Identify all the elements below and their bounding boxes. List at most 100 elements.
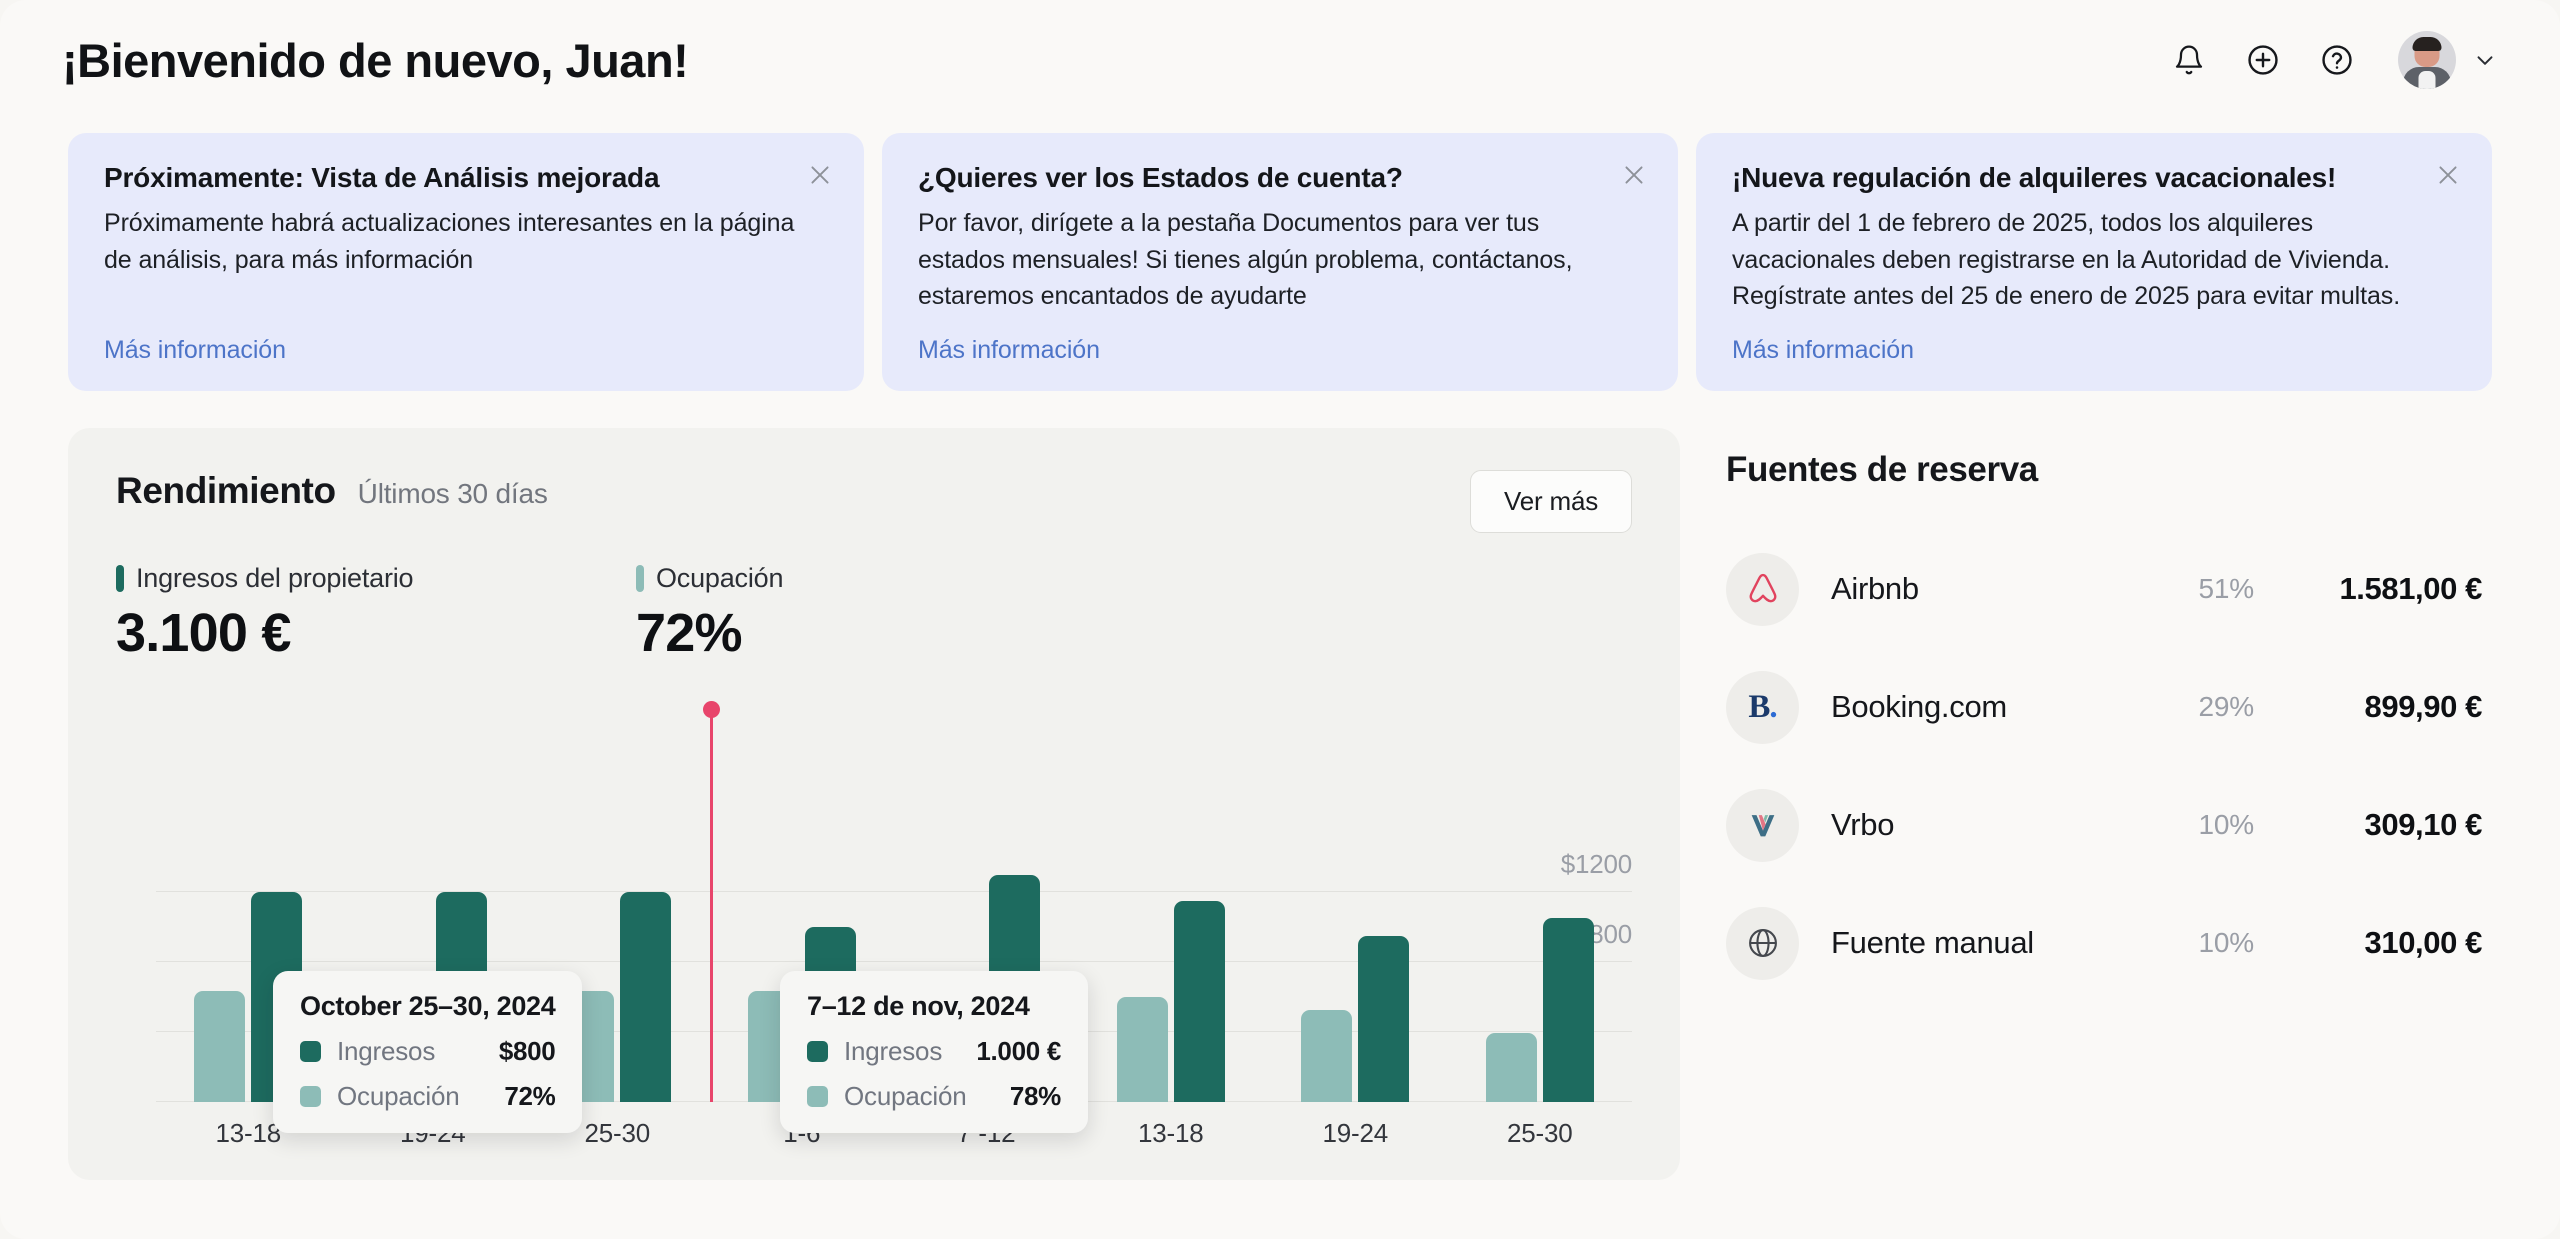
bar-ocupacion[interactable] [1301, 1009, 1353, 1102]
view-more-button[interactable]: Ver más [1470, 470, 1632, 533]
bar-ocupacion[interactable] [1485, 1032, 1537, 1102]
performance-subtitle: Últimos 30 días [357, 478, 548, 509]
list-item[interactable]: Vrbo 10% 309,10 € [1726, 766, 2482, 884]
source-name: Fuente manual [1831, 925, 2034, 960]
banner-card: ¡Nueva regulación de alquileres vacacion… [1696, 133, 2492, 391]
legend-swatch-ingresos [300, 1041, 321, 1062]
bar-ingresos[interactable] [620, 892, 672, 1102]
banner-body: A partir del 1 de febrero de 2025, todos… [1732, 209, 2401, 310]
banner-more-link[interactable]: Más información [1732, 336, 1914, 364]
tooltip-row: Ocupación 78% [807, 1081, 1061, 1112]
chart-y-tick-label: $1200 [1560, 849, 1633, 879]
tooltip-series-name: Ocupación [337, 1081, 460, 1111]
chart-tooltip: October 25–30, 2024 Ingresos $800 Ocupac… [273, 971, 583, 1133]
help-circle-icon[interactable] [2314, 37, 2360, 83]
tooltip-series-value: 1.000 € [976, 1036, 1061, 1066]
bell-icon[interactable] [2166, 37, 2212, 83]
banner-list: Próximamente: Vista de Análisis mejorada… [68, 133, 2492, 391]
bar-group[interactable] [1448, 822, 1633, 1102]
close-icon[interactable] [803, 158, 837, 192]
source-percent: 51% [2198, 573, 2255, 604]
chart-marker-dot [702, 701, 720, 718]
legend-swatch-ocupacion [300, 1086, 321, 1107]
bar-ingresos[interactable] [1358, 935, 1410, 1102]
banner-more-link[interactable]: Más información [918, 336, 1100, 364]
tooltip-series-name: Ingresos [337, 1036, 436, 1066]
avatar-hair [2412, 37, 2442, 51]
chart-x-tick-label: 13-18 [1138, 1118, 1204, 1148]
bar-group[interactable] [1263, 822, 1448, 1102]
chart-gridline [156, 891, 1632, 892]
source-amount: 309,10 € [2364, 807, 2483, 842]
close-icon[interactable] [1617, 158, 1651, 192]
list-item[interactable]: Fuente manual 10% 310,00 € [1726, 884, 2482, 1002]
tooltip-row: Ingresos $800 [300, 1036, 556, 1067]
avatar-shirt [2418, 71, 2436, 89]
airbnb-icon [1726, 552, 1799, 626]
performance-title: Rendimiento [116, 470, 336, 511]
tooltip-series-value: 78% [1009, 1081, 1061, 1111]
tooltip-series-value: $800 [498, 1036, 556, 1066]
performance-header: Rendimiento Últimos 30 días Ver más [116, 470, 1632, 533]
kpi-occupancy: Ocupación 72% [636, 563, 1156, 664]
tooltip-row: Ocupación 72% [300, 1081, 556, 1112]
kpi-revenue: Ingresos del propietario 3.100 € [116, 563, 636, 664]
banner-card: Próximamente: Vista de Análisis mejorada… [68, 133, 864, 391]
chart-x-tick-label: 19-24 [1322, 1118, 1389, 1148]
source-percent: 10% [2198, 927, 2255, 958]
close-icon[interactable] [2431, 158, 2465, 192]
source-name: Booking.com [1831, 689, 2007, 724]
chart-x-tick-label: 25-30 [1507, 1118, 1573, 1148]
user-menu[interactable] [2398, 31, 2498, 89]
booking-icon: B. [1726, 670, 1799, 744]
main-content: Rendimiento Últimos 30 días Ver más Ingr… [68, 428, 2492, 1180]
source-name: Vrbo [1831, 807, 1895, 842]
list-item[interactable]: Airbnb 51% 1.581,00 € [1726, 530, 2482, 648]
list-item[interactable]: B. Booking.com 29% 899,90 € [1726, 648, 2482, 766]
bar-ocupacion[interactable] [194, 991, 246, 1102]
source-amount: 899,90 € [2364, 689, 2483, 724]
kpi-label: Ocupación [656, 563, 784, 593]
kpi-value: 3.100 € [116, 603, 291, 663]
banner-title: ¡Nueva regulación de alquileres vacacion… [1732, 162, 2337, 193]
banner-body: Próximamente habrá actualizaciones inter… [104, 209, 795, 274]
vrbo-icon [1726, 788, 1799, 862]
legend-swatch-ocupacion [807, 1086, 828, 1107]
bar-ingresos[interactable] [1173, 900, 1225, 1102]
banner-card: ¿Quieres ver los Estados de cuenta? Por … [882, 133, 1678, 391]
banner-more-link[interactable]: Más información [104, 336, 286, 364]
legend-swatch-ocupacion [636, 565, 644, 592]
tooltip-series-value: 72% [504, 1081, 556, 1111]
kpi-label: Ingresos del propietario [136, 563, 414, 593]
tooltip-series-name: Ocupación [844, 1081, 967, 1111]
bar-group[interactable] [1079, 822, 1264, 1102]
source-name: Airbnb [1831, 571, 1919, 606]
booking-sources-panel: Fuentes de reserva Airbnb 51% 1.581,00 €… [1712, 428, 2492, 1180]
globe-icon [1726, 906, 1799, 980]
performance-title-row: Rendimiento Últimos 30 días [116, 470, 548, 512]
kpi-list: Ingresos del propietario 3.100 € Ocupaci… [116, 563, 1632, 664]
kpi-value: 72% [636, 603, 742, 663]
plus-circle-icon[interactable] [2240, 37, 2286, 83]
avatar[interactable] [2398, 31, 2456, 89]
chart-tooltip: 7–12 de nov, 2024 Ingresos 1.000 € Ocupa… [780, 971, 1088, 1133]
chart-x-tick-label: 13-18 [215, 1118, 282, 1148]
performance-card: Rendimiento Últimos 30 días Ver más Ingr… [68, 428, 1680, 1180]
bar-ocupacion[interactable] [1116, 997, 1168, 1102]
booking-sources-title: Fuentes de reserva [1726, 450, 2038, 489]
banner-title: ¿Quieres ver los Estados de cuenta? [918, 162, 1403, 193]
kpi-label-row: Ocupación [636, 563, 1156, 594]
legend-swatch-ingresos [807, 1041, 828, 1062]
chevron-down-icon[interactable] [2472, 47, 2498, 73]
source-percent: 10% [2198, 809, 2255, 840]
banner-title: Próximamente: Vista de Análisis mejorada [104, 162, 660, 193]
legend-swatch-ingresos [116, 565, 124, 592]
kpi-label-row: Ingresos del propietario [116, 563, 636, 594]
chart-x-tick-label: 25-30 [584, 1118, 651, 1148]
bar-ingresos[interactable] [1542, 918, 1594, 1102]
banner-body: Por favor, dirígete a la pestaña Documen… [918, 209, 1573, 310]
chart-marker-line [709, 709, 713, 1102]
tooltip-series-name: Ingresos [844, 1036, 943, 1066]
page-title: ¡Bienvenido de nuevo, Juan! [62, 33, 689, 87]
